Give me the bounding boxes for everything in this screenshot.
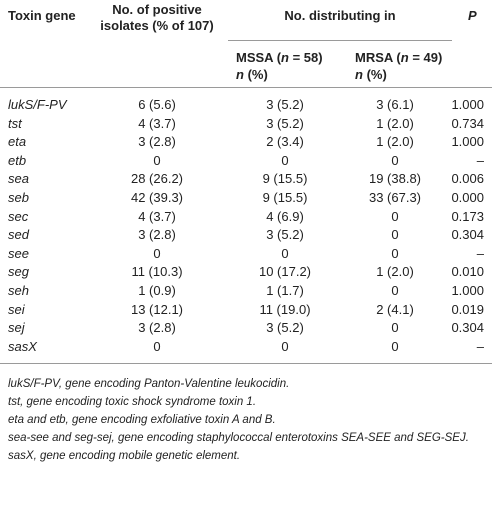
cell-mssa: 9 (15.5) (262, 190, 308, 205)
cell-mrsa: 0 (391, 245, 399, 261)
header-mssa-unit: n (%) (236, 67, 268, 83)
header-positive: No. of positive isolates (% of 107) (100, 2, 214, 33)
cell-mssa: 0 (281, 152, 289, 168)
text-piece: n (281, 50, 289, 65)
cell-positive: 13 (12.1) (130, 301, 184, 317)
text-piece: (%) (362, 67, 387, 82)
header-p: P (468, 8, 477, 23)
cell-gene: sei (8, 301, 25, 317)
rule (0, 87, 492, 88)
cell-p: 1.000 (451, 134, 484, 150)
text-piece: n (355, 67, 363, 82)
cell-gene: seg (8, 264, 29, 280)
cell-gene: eta (8, 134, 27, 150)
text-piece: n (236, 67, 244, 82)
cell-mssa: 10 (17.2) (258, 264, 312, 280)
cell-p: 1.000 (451, 283, 484, 298)
cell-p: – (476, 338, 484, 354)
cell-gene: sea (8, 171, 29, 187)
cell-mrsa: 2 (4.1) (376, 301, 414, 317)
cell-mssa: 0 (281, 245, 289, 261)
footnote: tst, gene encoding toxic shock syndrome … (8, 396, 257, 408)
cell-gene: see (8, 245, 29, 261)
cell-mrsa: 1 (2.0) (376, 134, 414, 150)
header-gene: Toxin gene (8, 8, 76, 23)
cell-gene: etb (8, 152, 27, 168)
cell-mssa: 1 (1.7) (266, 283, 304, 298)
cell-positive: 0 (153, 338, 161, 354)
text-piece: = 58) (288, 50, 323, 65)
cell-mssa: 0 (281, 338, 289, 354)
footnote: sasX, gene encoding mobile genetic eleme… (8, 450, 241, 462)
cell-mrsa: 1 (2.0) (376, 115, 414, 131)
text-piece: = 49) (408, 50, 443, 65)
footnote: eta and etb, gene encoding exfoliative t… (8, 414, 276, 426)
cell-positive: 6 (5.6) (138, 97, 176, 112)
cell-mssa: 11 (19.0) (259, 301, 311, 317)
cell-gene: tst (8, 115, 22, 131)
cell-p: 0.304 (451, 227, 484, 243)
cell-mssa: 3 (5.2) (266, 320, 304, 336)
cell-positive: 4 (3.7) (138, 208, 176, 224)
header-mrsa-unit: n (%) (355, 67, 387, 83)
cell-p: 0.000 (451, 190, 484, 205)
cell-p: – (476, 245, 484, 261)
cell-mrsa: 19 (38.8) (368, 171, 422, 187)
cell-p: – (476, 152, 484, 168)
cell-mssa: 3 (5.2) (266, 227, 304, 243)
cell-p: 0.019 (451, 301, 484, 317)
cell-mrsa: 0 (391, 283, 399, 298)
cell-mssa: 3 (5.2) (266, 97, 304, 112)
header-mssa: MSSA (n = 58) (236, 50, 323, 66)
footnote: lukS/F-PV, gene encoding Panton-Valentin… (8, 378, 290, 390)
text-piece: n (400, 50, 409, 65)
cell-mrsa: 0 (391, 208, 399, 224)
cell-p: 0.173 (451, 208, 484, 224)
cell-gene: sasX (8, 338, 37, 354)
cell-p: 1.000 (451, 97, 484, 112)
cell-gene: seh (8, 283, 29, 298)
cell-gene: lukS/F-PV (8, 97, 67, 112)
cell-mrsa: 33 (67.3) (368, 190, 422, 205)
cell-positive: 0 (153, 152, 161, 168)
cell-positive: 42 (39.3) (130, 190, 184, 205)
cell-p: 0.010 (451, 264, 484, 280)
header-mrsa: MRSA (n = 49) (355, 50, 442, 66)
text-piece: MRSA ( (355, 50, 401, 65)
cell-mssa: 4 (6.9) (266, 208, 304, 224)
cell-mrsa: 0 (391, 227, 399, 243)
cell-mssa: 9 (15.5) (262, 171, 308, 187)
cell-p: 0.734 (451, 115, 484, 131)
cell-mssa: 3 (5.2) (266, 115, 304, 131)
cell-gene: sec (8, 208, 29, 224)
cell-positive: 3 (2.8) (138, 134, 176, 150)
cell-gene: sed (8, 227, 29, 243)
cell-positive: 1 (0.9) (138, 283, 176, 298)
header-distributing: No. distributing in (284, 8, 396, 23)
cell-positive: 4 (3.7) (138, 115, 176, 131)
cell-p: 0.006 (451, 171, 484, 187)
cell-positive: 28 (26.2) (130, 171, 184, 187)
cell-mssa: 2 (3.4) (266, 134, 304, 150)
cell-mrsa: 0 (391, 320, 399, 336)
rule (228, 40, 452, 41)
cell-p: 0.304 (451, 320, 484, 336)
cell-positive: 3 (2.8) (138, 320, 176, 336)
cell-mrsa: 1 (2.0) (376, 264, 414, 280)
text-piece: MSSA ( (236, 50, 282, 65)
rule (0, 363, 492, 364)
cell-positive: 0 (153, 245, 161, 261)
cell-gene: seb (8, 190, 29, 205)
cell-mrsa: 0 (391, 338, 399, 354)
text-piece: (%) (243, 67, 268, 82)
cell-positive: 11 (10.3) (131, 264, 183, 280)
cell-positive: 3 (2.8) (138, 227, 176, 243)
cell-gene: sej (8, 320, 25, 336)
cell-mrsa: 0 (391, 152, 399, 168)
footnote: sea-see and seg-sej, gene encoding staph… (8, 432, 469, 444)
cell-mrsa: 3 (6.1) (376, 97, 414, 112)
